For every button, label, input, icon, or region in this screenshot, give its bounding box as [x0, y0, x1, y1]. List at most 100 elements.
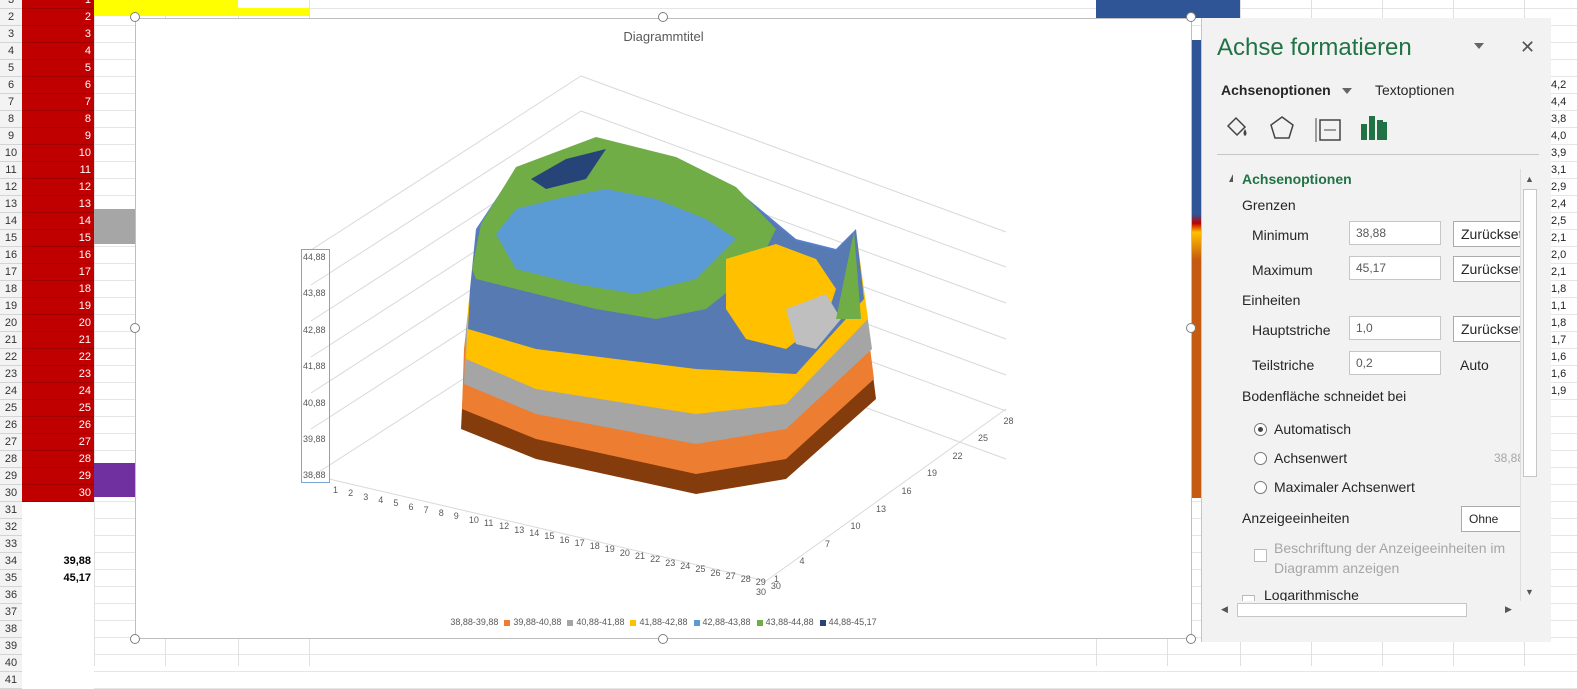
row-header[interactable]: 21: [0, 332, 22, 349]
right-value-cell[interactable]: 1,8: [1551, 283, 1567, 295]
red-value-cell[interactable]: 6: [22, 77, 94, 94]
radio-max-achsenwert[interactable]: [1254, 481, 1267, 494]
scroll-right-arrow-icon[interactable]: ▶: [1505, 604, 1512, 614]
resize-handle-tm[interactable]: [658, 12, 668, 22]
scroll-left-arrow-icon[interactable]: ◀: [1221, 604, 1228, 614]
row-header[interactable]: 41: [0, 672, 22, 689]
right-value-cell[interactable]: 3,1: [1551, 164, 1567, 176]
red-value-cell[interactable]: 12: [22, 179, 94, 196]
scroll-up-arrow-icon[interactable]: ▲: [1525, 174, 1534, 184]
red-value-cell[interactable]: 13: [22, 196, 94, 213]
resize-handle-tl[interactable]: [130, 12, 140, 22]
row-header[interactable]: 26: [0, 417, 22, 434]
row-header[interactable]: 17: [0, 264, 22, 281]
red-value-cell[interactable]: 17: [22, 264, 94, 281]
right-value-cell[interactable]: 2,9: [1551, 181, 1567, 193]
red-value-cell[interactable]: 30: [22, 485, 94, 502]
red-value-cell[interactable]: 9: [22, 128, 94, 145]
y-axis-selection[interactable]: [301, 249, 330, 483]
legend-entry[interactable]: 38,88-39,88: [450, 617, 498, 627]
row-header[interactable]: 32: [0, 519, 22, 536]
reset-major-button[interactable]: Zurücksetzen: [1453, 316, 1521, 342]
tab-axis-options[interactable]: Achsenoptionen: [1221, 82, 1331, 98]
value-cell[interactable]: 45,17: [63, 572, 91, 584]
right-value-cell[interactable]: 3,8: [1551, 113, 1567, 125]
row-header[interactable]: 22: [0, 349, 22, 366]
h-scroll-thumb[interactable]: [1237, 603, 1467, 617]
right-value-cell[interactable]: 4,0: [1551, 130, 1567, 142]
red-value-cell[interactable]: 14: [22, 213, 94, 230]
red-value-cell[interactable]: 21: [22, 332, 94, 349]
right-value-cell[interactable]: 1,6: [1551, 351, 1567, 363]
right-value-cell[interactable]: 2,4: [1551, 198, 1567, 210]
size-properties-icon[interactable]: [1314, 114, 1344, 144]
maximum-input[interactable]: 45,17: [1349, 256, 1441, 280]
red-value-cell[interactable]: 8: [22, 111, 94, 128]
right-value-cell[interactable]: 2,5: [1551, 215, 1567, 227]
row-header[interactable]: 19: [0, 298, 22, 315]
red-value-cell[interactable]: 5: [22, 60, 94, 77]
red-value-cell[interactable]: 15: [22, 230, 94, 247]
row-header[interactable]: 34: [0, 553, 22, 570]
surface-plot[interactable]: [136, 19, 1191, 638]
vertical-scrollbar[interactable]: ▲ ▼: [1520, 169, 1539, 601]
red-value-cell[interactable]: 23: [22, 366, 94, 383]
row-header[interactable]: 25: [0, 400, 22, 417]
reset-minimum-button[interactable]: Zurücksetzen: [1453, 221, 1521, 247]
row-header[interactable]: 37: [0, 604, 22, 621]
row-header[interactable]: 39: [0, 638, 22, 655]
resize-handle-mr[interactable]: [1186, 323, 1196, 333]
row-header[interactable]: 23: [0, 366, 22, 383]
close-icon[interactable]: ✕: [1520, 37, 1536, 57]
radio-automatisch[interactable]: [1254, 423, 1267, 436]
legend-entry[interactable]: 39,88-40,88: [504, 617, 561, 627]
legend-entry[interactable]: 42,88-43,88: [693, 617, 751, 627]
row-header[interactable]: 3: [0, 0, 22, 9]
red-value-cell[interactable]: 27: [22, 434, 94, 451]
red-value-cell[interactable]: 28: [22, 451, 94, 468]
red-value-cell[interactable]: 20: [22, 315, 94, 332]
red-value-cell[interactable]: 29: [22, 468, 94, 485]
paint-bucket-icon[interactable]: [1222, 114, 1250, 142]
row-header[interactable]: 14: [0, 213, 22, 230]
red-value-cell[interactable]: 24: [22, 383, 94, 400]
achsenwert-input[interactable]: 38,88: [1494, 451, 1525, 465]
radio-max-label[interactable]: Maximaler Achsenwert: [1274, 479, 1415, 495]
red-value-cell[interactable]: 1: [22, 0, 94, 9]
minimum-input[interactable]: 38,88: [1349, 221, 1441, 245]
right-value-cell[interactable]: 1,1: [1551, 300, 1567, 312]
row-header[interactable]: 27: [0, 434, 22, 451]
row-header[interactable]: 16: [0, 247, 22, 264]
resize-handle-br[interactable]: [1186, 634, 1196, 644]
right-value-cell[interactable]: 2,1: [1551, 232, 1567, 244]
red-value-cell[interactable]: 22: [22, 349, 94, 366]
display-units-label-checkbox[interactable]: [1254, 549, 1267, 562]
row-header[interactable]: 36: [0, 587, 22, 604]
row-header[interactable]: 9: [0, 128, 22, 145]
right-value-cell[interactable]: 2,1: [1551, 266, 1567, 278]
red-value-cell[interactable]: 10: [22, 145, 94, 162]
row-header[interactable]: 38: [0, 621, 22, 638]
row-header[interactable]: 2: [0, 9, 22, 26]
tab-text-options[interactable]: Textoptionen: [1375, 82, 1455, 98]
chart-area[interactable]: Diagrammtitel 44,88 43,88 42,88 41,88 40,88 3…: [135, 18, 1192, 639]
section-collapse-icon[interactable]: [1225, 174, 1233, 182]
pane-options-dropdown-icon[interactable]: [1474, 43, 1484, 49]
right-value-cell[interactable]: 1,9: [1551, 385, 1567, 397]
legend-entry[interactable]: 41,88-42,88: [630, 617, 688, 627]
right-value-cell[interactable]: 3,9: [1551, 147, 1567, 159]
right-value-cell[interactable]: 1,8: [1551, 317, 1567, 329]
horizontal-scrollbar[interactable]: ◀ ▶: [1217, 601, 1520, 619]
row-header[interactable]: 40: [0, 655, 22, 672]
reset-maximum-button[interactable]: Zurücksetzen: [1453, 256, 1521, 282]
row-header[interactable]: 20: [0, 315, 22, 332]
bar-chart-icon[interactable]: [1359, 112, 1389, 142]
row-header[interactable]: 13: [0, 196, 22, 213]
chart-legend[interactable]: 38,88-39,88 39,88-40,88 40,88-41,88 41,88-4…: [136, 617, 1191, 627]
chart-title[interactable]: Diagrammtitel: [623, 29, 704, 44]
row-header[interactable]: 18: [0, 281, 22, 298]
red-value-cell[interactable]: 26: [22, 417, 94, 434]
red-value-cell[interactable]: 4: [22, 43, 94, 60]
value-cell[interactable]: 39,88: [63, 555, 91, 567]
radio-achsenwert-label[interactable]: Achsenwert: [1274, 450, 1348, 466]
